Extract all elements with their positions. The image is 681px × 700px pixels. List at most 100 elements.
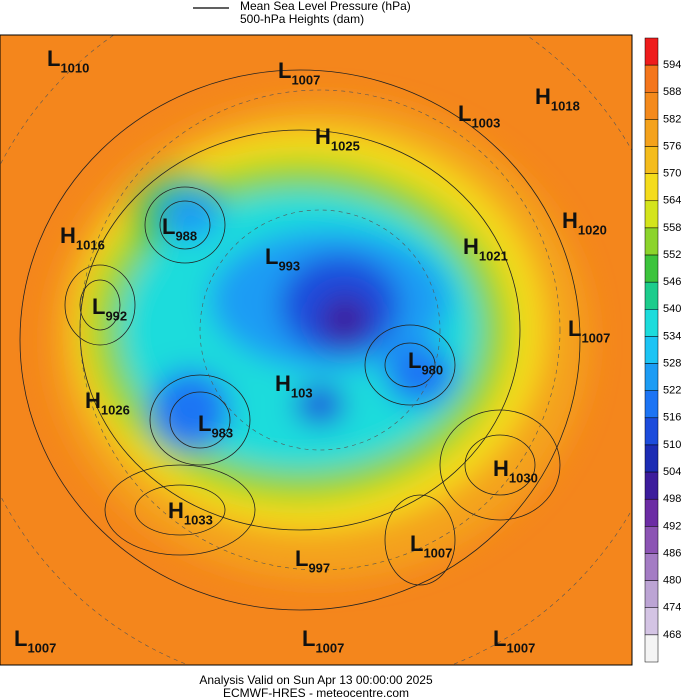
colorbar-label: 516: [663, 412, 681, 424]
center-type: L: [302, 626, 315, 651]
center-type: L: [198, 411, 211, 436]
center-type: H: [168, 498, 184, 523]
colorbar-swatch: [644, 444, 659, 473]
center-value: 1030: [509, 470, 538, 485]
center-type: L: [162, 214, 175, 239]
center-value: 1026: [101, 402, 130, 417]
pressure-center: H 1033: [168, 498, 213, 528]
colorbar-label: 588: [663, 86, 681, 98]
pressure-center: H 1018: [535, 84, 580, 114]
center-type: L: [92, 294, 105, 319]
pressure-center: H 1025: [315, 124, 360, 154]
pressure-center: L 992: [92, 294, 127, 324]
colorbar-swatch: [644, 336, 659, 364]
pressure-center: H 1030: [493, 456, 538, 486]
center-type: H: [493, 456, 509, 481]
pressure-center: L 983: [198, 411, 233, 441]
pressure-center: L 1007: [568, 316, 610, 346]
pressure-center: L 1010: [47, 46, 89, 76]
colorbar-swatch: [644, 254, 659, 283]
center-type: H: [275, 371, 291, 396]
colorbar-swatch: [644, 553, 659, 581]
center-value: 1007: [506, 640, 535, 655]
center-type: H: [535, 84, 551, 109]
colorbar-swatch: [644, 200, 659, 229]
colorbar-label: 468: [663, 629, 681, 641]
colorbar-label: 546: [663, 276, 681, 288]
center-value: 1007: [581, 330, 610, 345]
pressure-center: L 1003: [458, 101, 500, 131]
colorbar-label: 558: [663, 222, 681, 234]
pressure-center: L 997: [295, 546, 330, 576]
colorbar-label: 498: [663, 493, 681, 505]
colorbar-swatch: [644, 471, 659, 500]
footer-text: ECMWF-HRES - meteocentre.com: [223, 686, 409, 700]
pressure-center: H 1016: [60, 223, 105, 253]
pressure-center: L 993: [265, 244, 300, 274]
pressure-center: L 1007: [278, 58, 320, 88]
pressure-center: L 980: [408, 348, 443, 378]
pressure-center: H 103: [275, 371, 313, 401]
colorbar-swatch: [644, 363, 659, 391]
center-value: 993: [278, 258, 300, 273]
center-value: 1007: [27, 640, 56, 655]
center-type: H: [315, 124, 331, 149]
center-type: L: [493, 626, 506, 651]
colorbar-swatch: [644, 64, 659, 93]
center-value: 1003: [471, 115, 500, 130]
center-type: L: [278, 58, 291, 83]
map-frame: [0, 34, 633, 666]
pressure-center: H 1021: [463, 234, 508, 264]
center-type: L: [408, 348, 421, 373]
center-type: L: [568, 316, 581, 341]
center-type: L: [265, 244, 278, 269]
colorbar-label: 552: [663, 249, 681, 261]
center-value: 1007: [423, 545, 452, 560]
colorbar-label: 474: [663, 602, 681, 614]
legend-text: Mean Sea Level Pressure (hPa): [240, 0, 411, 13]
colorbar-swatch: [644, 92, 659, 120]
colorbar-swatch: [644, 146, 659, 174]
center-type: L: [410, 531, 423, 556]
colorbar-label: 570: [663, 168, 681, 180]
colorbar-swatch: [644, 417, 659, 446]
pressure-center: H 1026: [85, 388, 130, 418]
center-type: H: [85, 388, 101, 413]
footer-text: Analysis Valid on Sun Apr 13 00:00:00 20…: [199, 673, 433, 687]
colorbar-swatch: [644, 281, 659, 310]
colorbar-label: 504: [663, 466, 681, 478]
pressure-center: L 1007: [493, 626, 535, 656]
pressure-center: H 1020: [562, 208, 607, 238]
center-value: 1033: [184, 512, 213, 527]
colorbar-swatch: [644, 580, 659, 608]
center-value: 1025: [331, 138, 360, 153]
center-value: 1007: [315, 640, 344, 655]
pressure-center: L 988: [162, 214, 197, 244]
center-type: L: [295, 546, 308, 571]
colorbar-swatch: [644, 607, 659, 636]
colorbar-label: 480: [663, 575, 681, 587]
colorbar-swatch: [644, 390, 659, 419]
center-value: 1010: [60, 60, 89, 75]
center-value: 1018: [551, 98, 580, 113]
pressure-center: L 1007: [302, 626, 344, 656]
colorbar-swatch: [644, 37, 659, 66]
center-value: 992: [105, 308, 127, 323]
center-type: L: [14, 626, 27, 651]
colorbar-label: 576: [663, 140, 681, 152]
center-value: 1021: [479, 248, 508, 263]
pressure-center: L 1007: [410, 531, 452, 561]
colorbar-swatch: [644, 173, 659, 202]
colorbar-swatch: [644, 634, 659, 663]
center-type: H: [463, 234, 479, 259]
colorbar-label: 534: [663, 330, 681, 342]
center-value: 1007: [291, 72, 320, 87]
legend-text: 500-hPa Heights (dam): [240, 12, 364, 26]
colorbar-label: 510: [663, 439, 681, 451]
center-type: H: [60, 223, 76, 248]
colorbar-label: 582: [663, 113, 681, 125]
center-value: 988: [175, 228, 197, 243]
colorbar-label: 492: [663, 520, 681, 532]
center-type: L: [47, 46, 60, 71]
